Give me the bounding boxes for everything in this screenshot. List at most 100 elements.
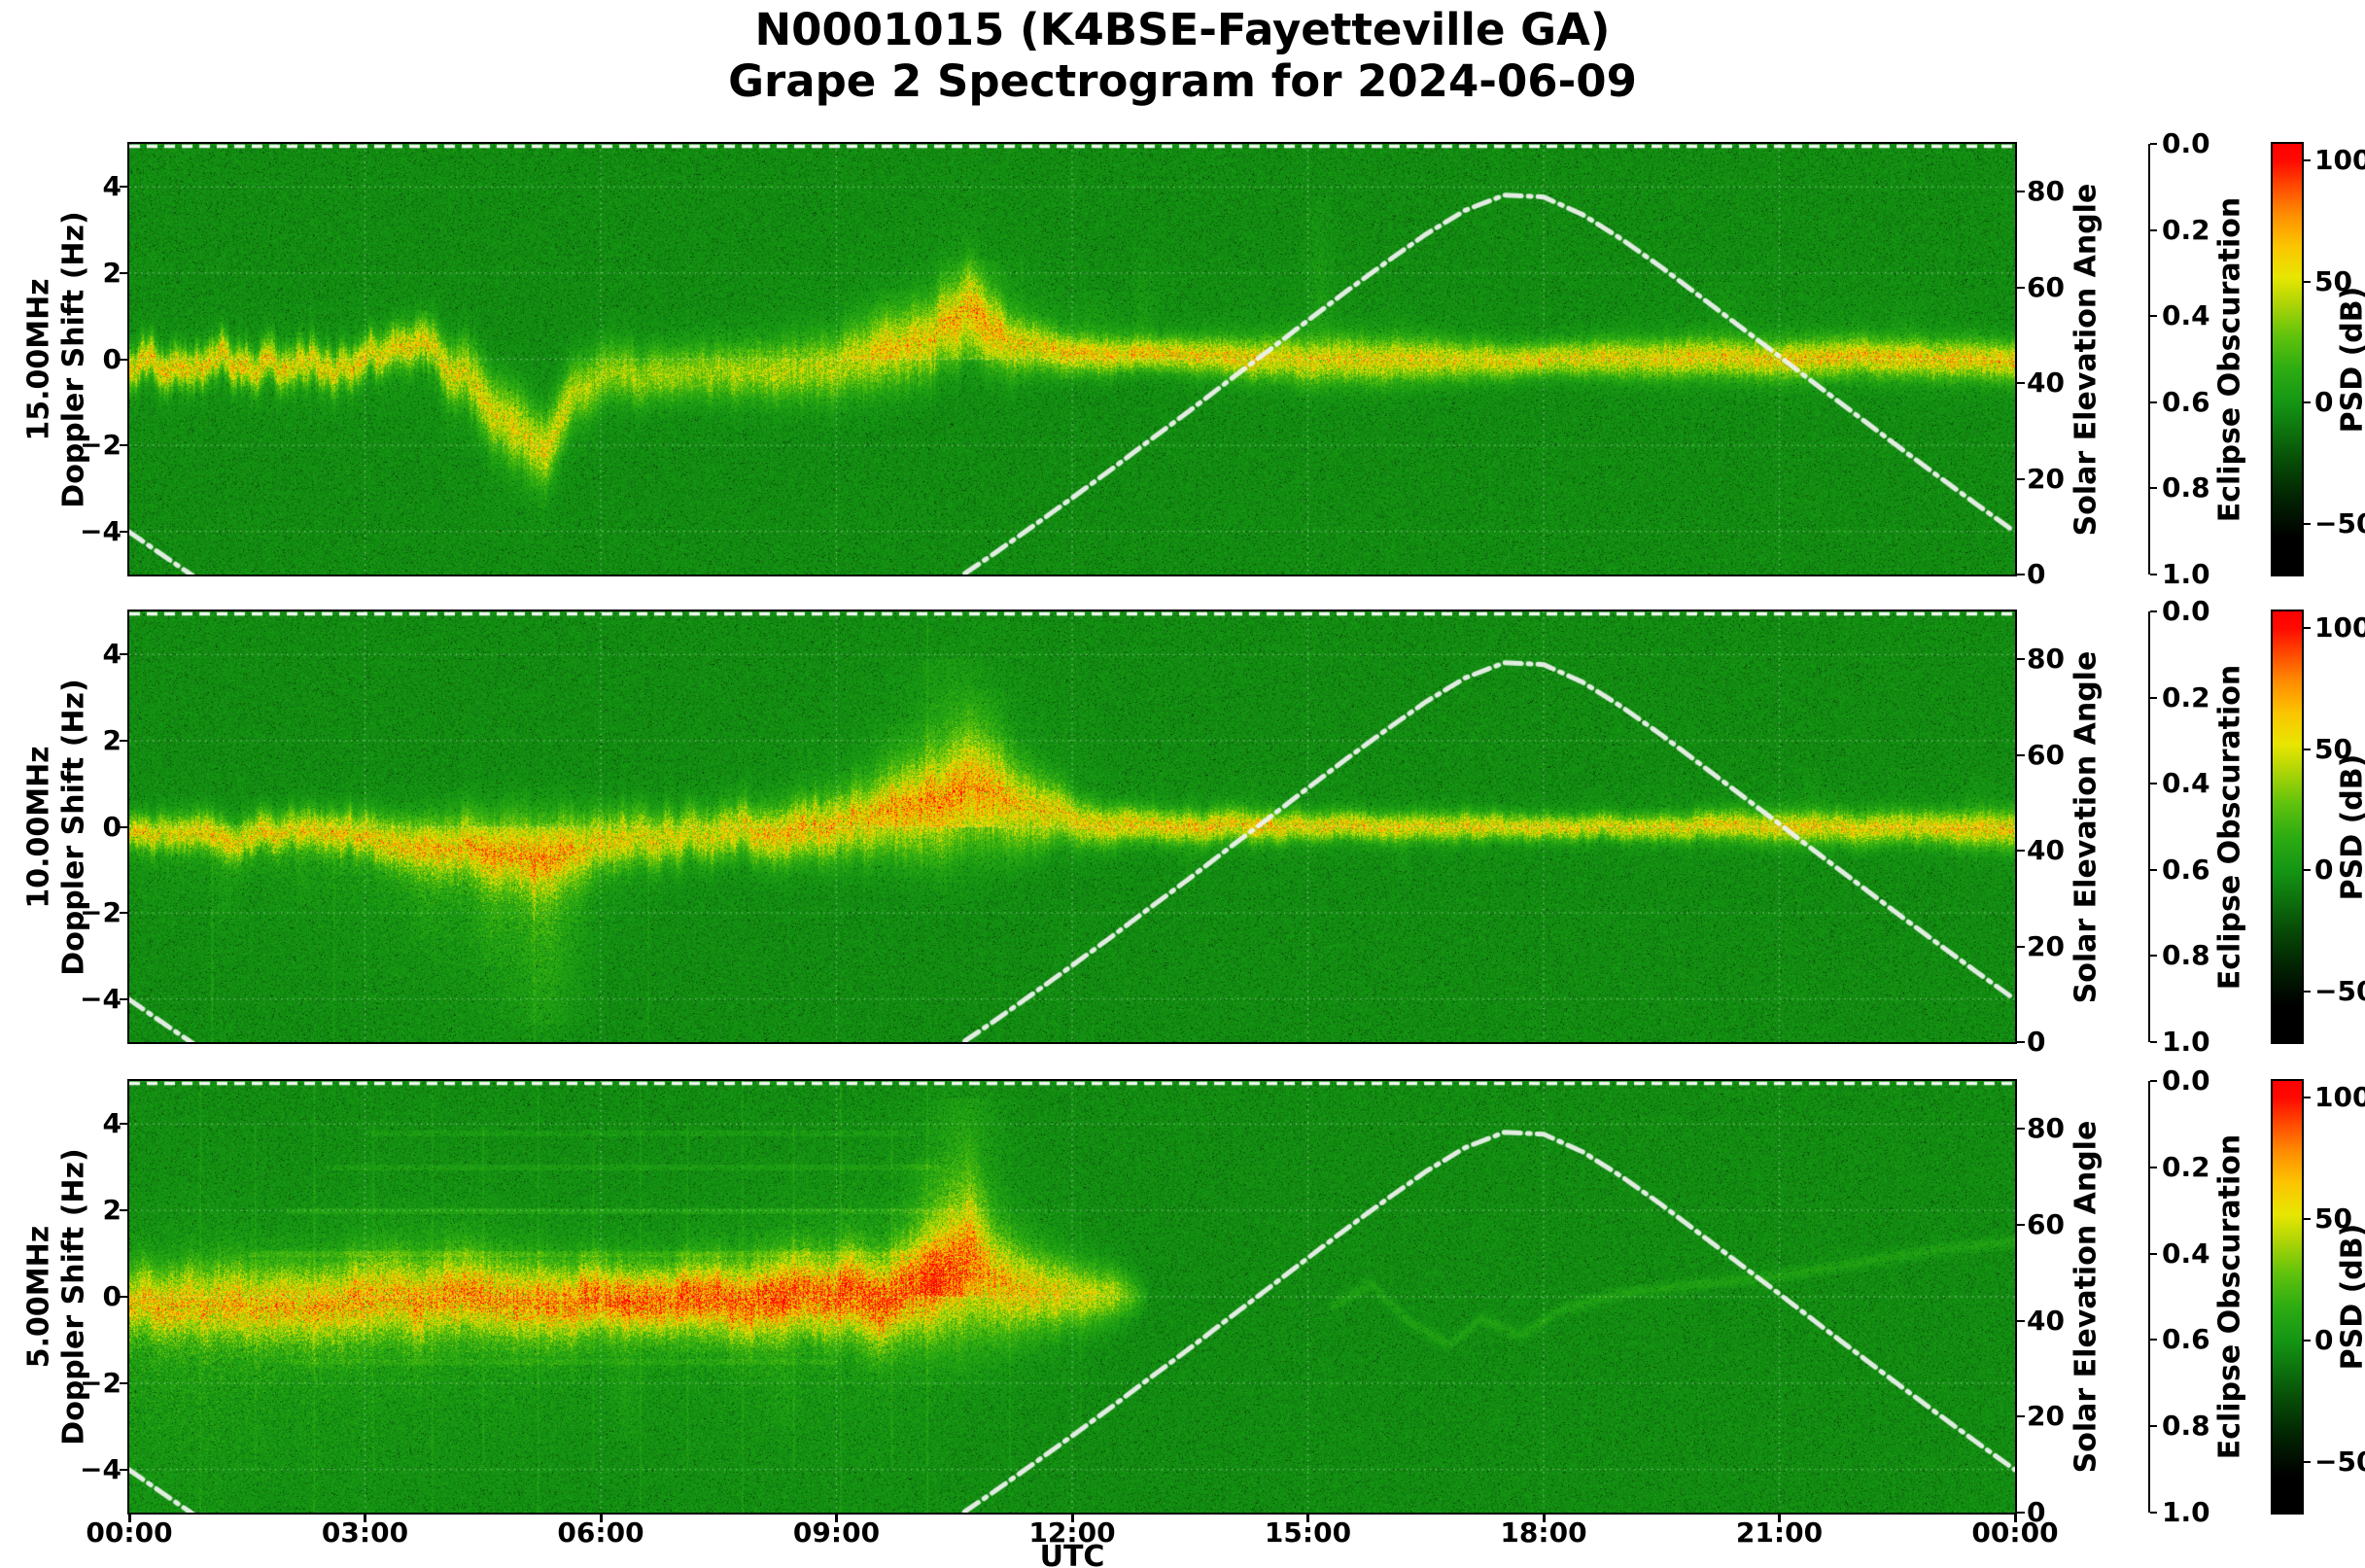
solar-tick-label: 60 [2027,270,2065,303]
eclipse-tick-mark [2150,1166,2157,1168]
colorbar-tick-label: 0 [2314,386,2334,419]
solar-tick-mark [2017,382,2025,385]
eclipse-tick-mark [2150,955,2157,958]
y-tick-mark [120,825,127,828]
eclipse-obscuration-axis-label: Eclipse Obscuration [2212,1133,2247,1460]
colorbar-tick-mark [2304,869,2311,872]
colorbar-tick-label: −50 [2314,974,2365,1007]
eclipse-tick-label: 0.6 [2162,385,2210,418]
colorbar-tick-mark [2304,522,2311,525]
eclipse-tick-mark [2150,487,2157,490]
x-tick-mark [1542,1515,1546,1522]
colorbar-tick-mark [2304,159,2311,162]
doppler-tick-label: 0 [102,342,122,375]
solar-tick-label: 20 [2027,1400,2065,1433]
colorbar-tick-mark [2304,748,2311,750]
y-tick-mark [120,912,127,915]
doppler-tick-label: −4 [80,514,122,547]
eclipse-tick-mark [2150,574,2157,575]
eclipse-tick-label: 0.2 [2162,213,2210,246]
colorbar-tick-mark [2304,280,2311,283]
eclipse-tick-mark [2150,783,2157,785]
y-tick-mark [120,1381,127,1384]
y-tick-mark [120,530,127,533]
colorbar-tick-label: 100 [2314,611,2365,645]
solar-tick-mark [2017,658,2025,661]
eclipse-tick-label: 0.6 [2162,1323,2210,1356]
solar-elevation-axis-label: Solar Elevation Angle [2069,183,2104,537]
eclipse-tick-label: 1.0 [2162,1496,2210,1528]
doppler-tick-label: 2 [102,256,122,289]
psd-colorbar [2271,1079,2304,1515]
y-tick-mark [120,739,127,742]
solar-elevation-axis-label: Solar Elevation Angle [2069,1120,2104,1474]
eclipse-tick-mark [2150,696,2157,699]
doppler-tick-label: 0 [102,810,122,843]
doppler-tick-label: 4 [102,170,122,203]
x-tick-label: 03:00 [321,1516,409,1549]
x-tick-label: 15:00 [1264,1516,1352,1549]
eclipse-obscuration-axis-label: Eclipse Obscuration [2212,664,2247,991]
solar-tick-mark [2017,574,2025,575]
solar-tick-label: 0 [2027,1496,2046,1528]
x-tick-label: 00:00 [1971,1516,2059,1549]
x-tick-label: 06:00 [557,1516,644,1549]
eclipse-obscuration-axis-label: Eclipse Obscuration [2212,196,2247,523]
eclipse-tick-mark [2150,1252,2157,1255]
psd-colorbar [2271,610,2304,1044]
eclipse-tick-mark [2150,610,2157,612]
doppler-tick-label: 4 [102,638,122,671]
x-tick-label: 00:00 [86,1516,173,1549]
colorbar-tick-mark [2304,1460,2311,1463]
solar-tick-mark [2017,477,2025,480]
doppler-tick-label: −2 [80,429,122,462]
eclipse-tick-label: 0.4 [2162,1237,2210,1270]
colorbar-tick-mark [2304,990,2311,993]
eclipse-tick-mark [2150,143,2157,145]
eclipse-tick-label: 0.4 [2162,767,2210,800]
ylabel-10mhz-frequency: 10.00MHz [21,746,56,909]
solar-elevation-axis-label: Solar Elevation Angle [2069,650,2104,1004]
eclipse-tick-label: 0.8 [2162,471,2210,505]
solar-tick-label: 40 [2027,834,2065,867]
solar-tick-label: 20 [2027,929,2065,962]
colorbar-tick-label: 50 [2314,264,2352,297]
figure-title-line2: Grape 2 Spectrogram for 2024-06-09 [728,55,1637,107]
psd-colorbar [2271,142,2304,576]
solar-tick-label: 0 [2027,558,2046,590]
x-tick-mark [2013,1515,2017,1522]
solar-tick-mark [2017,286,2025,289]
spectrogram-panel-15mhz [127,142,2017,576]
y-tick-mark [120,186,127,189]
solar-tick-mark [2017,850,2025,853]
solar-tick-label: 60 [2027,1208,2065,1240]
colorbar-tick-mark [2304,1218,2311,1221]
eclipse-tick-mark [2150,1339,2157,1342]
solar-tick-mark [2017,1415,2025,1418]
figure-title-line1: N0001015 (K4BSE-Fayetteville GA) [754,4,1611,55]
doppler-tick-label: −4 [80,1452,122,1485]
colorbar-tick-label: 50 [2314,1202,2352,1236]
solar-tick-label: 80 [2027,1112,2065,1145]
solar-tick-label: 80 [2027,643,2065,676]
spectrogram-panel-10mhz [127,610,2017,1044]
x-tick-mark [364,1515,366,1522]
colorbar-tick-label: −50 [2314,1445,2365,1478]
eclipse-axis-spine [2148,611,2150,1042]
eclipse-tick-mark [2150,1041,2157,1043]
x-axis-label: UTC [1039,1540,1105,1568]
eclipse-axis-spine [2148,144,2150,575]
ylabel-15mhz-frequency: 15.00MHz [21,278,56,441]
eclipse-tick-label: 0.6 [2162,853,2210,886]
doppler-tick-label: 0 [102,1280,122,1312]
y-tick-mark [120,444,127,447]
eclipse-tick-label: 0.2 [2162,1150,2210,1183]
solar-tick-label: 40 [2027,1304,2065,1337]
x-tick-label: 09:00 [792,1516,881,1549]
x-tick-label: 18:00 [1500,1516,1587,1549]
y-tick-mark [120,358,127,361]
y-tick-mark [120,1209,127,1212]
eclipse-tick-label: 0.2 [2162,680,2210,714]
eclipse-tick-mark [2150,868,2157,871]
